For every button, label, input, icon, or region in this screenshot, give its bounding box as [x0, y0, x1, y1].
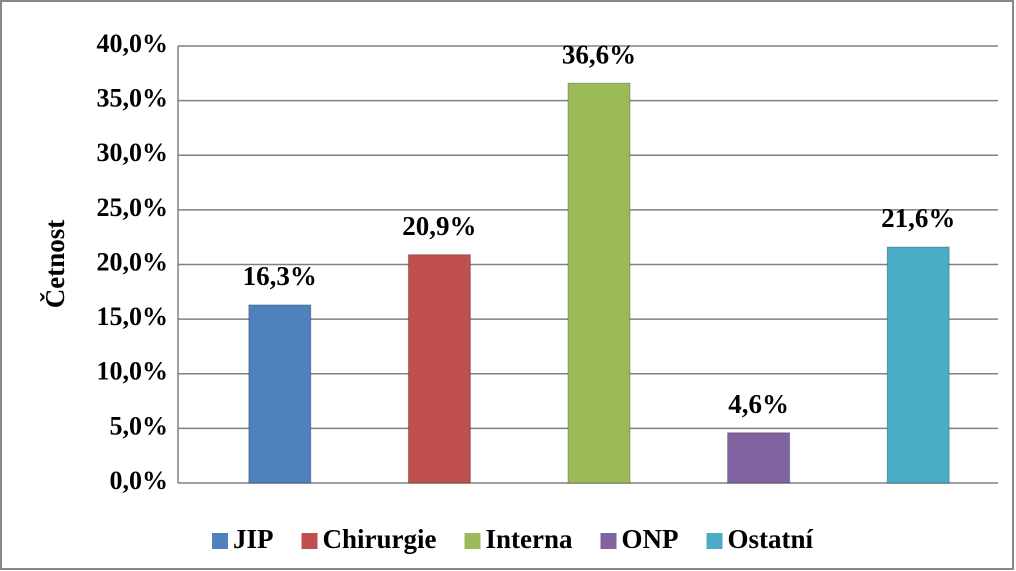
- legend-label: Ostatní: [728, 524, 814, 554]
- value-label: 21,6%: [881, 203, 955, 233]
- legend-swatch: [600, 533, 617, 549]
- value-label: 20,9%: [402, 211, 476, 241]
- y-tick-label: 0,0%: [110, 466, 169, 495]
- legend-label: Chirurgie: [323, 524, 437, 554]
- y-tick-label: 20,0%: [97, 247, 169, 276]
- legend-label: ONP: [622, 524, 679, 554]
- y-tick-label: 10,0%: [97, 357, 169, 386]
- legend-swatch: [212, 533, 228, 549]
- value-label: 4,6%: [728, 389, 789, 419]
- legend-label: Interna: [486, 524, 573, 554]
- bar: [886, 246, 950, 484]
- y-tick-label: 25,0%: [97, 193, 169, 222]
- legend: JIP Chirurgie Interna ONP Ostatní: [212, 524, 814, 554]
- y-tick-label: 5,0%: [110, 411, 169, 440]
- y-tick-label: 40,0%: [97, 29, 169, 58]
- y-tick-label: 15,0%: [97, 302, 169, 331]
- legend-swatch: [301, 533, 318, 549]
- y-tick-label: 30,0%: [97, 138, 169, 167]
- y-axis-label: Četnost: [40, 220, 70, 309]
- bar: [407, 254, 471, 484]
- legend-swatch: [464, 533, 481, 549]
- legend-label: JIP: [233, 524, 274, 554]
- bar: [248, 304, 312, 484]
- legend-swatch: [706, 533, 723, 549]
- value-label: 36,6%: [562, 39, 636, 69]
- bar: [727, 432, 791, 484]
- value-label: 16,3%: [243, 261, 317, 291]
- bar: [567, 82, 631, 484]
- y-tick-label: 35,0%: [97, 84, 169, 113]
